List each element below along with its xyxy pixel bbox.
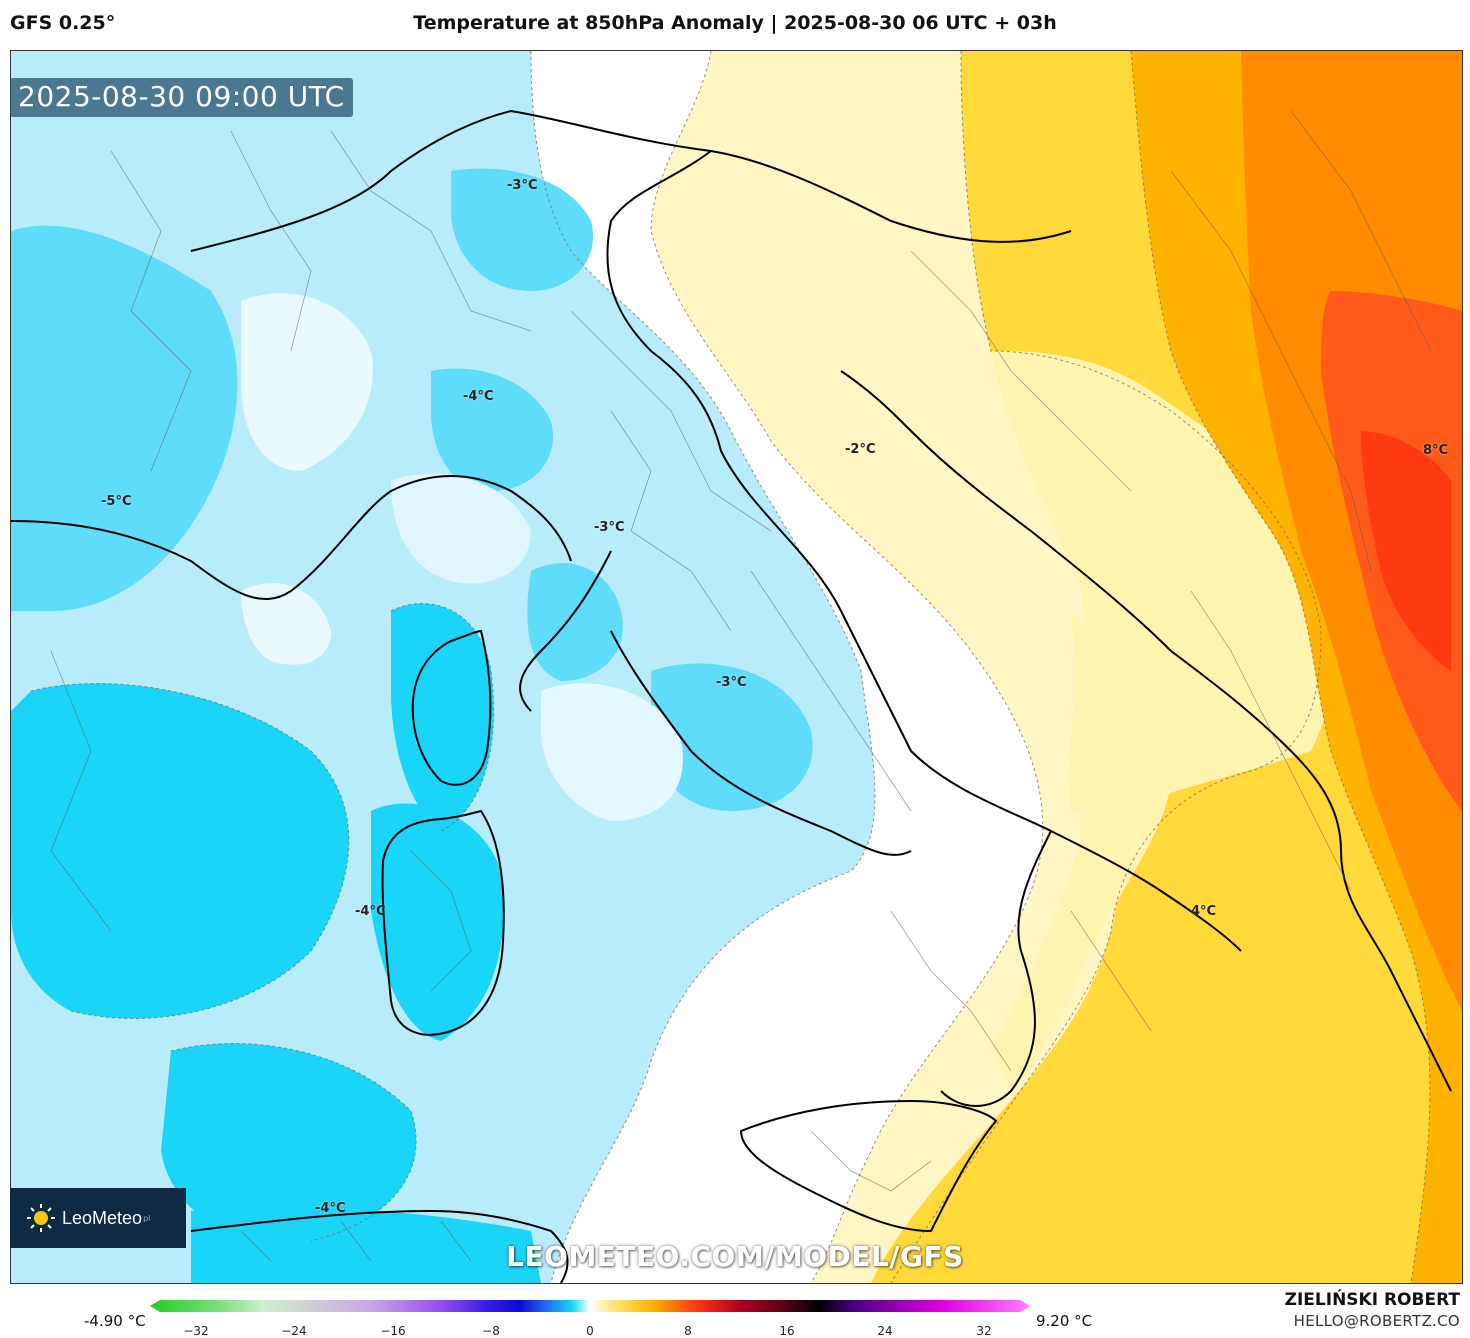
map-label: -2°C	[845, 442, 876, 457]
scale-tick: −24	[281, 1324, 307, 1338]
watermark-url: LEOMETEO.COM/MODEL/GFS	[506, 1240, 964, 1273]
scale-tick: 32	[976, 1324, 992, 1338]
scale-tick: −16	[380, 1324, 406, 1338]
color-scale-bar	[150, 1300, 1030, 1312]
map-label: -3°C	[507, 178, 538, 193]
map-area[interactable]: -3°C -4°C -5°C -3°C -2°C -3°C -4°C -4°C …	[10, 50, 1463, 1284]
logo-suffix: pl	[143, 1213, 151, 1223]
map-label: 8°C	[1423, 443, 1449, 458]
sun-icon	[27, 1204, 55, 1232]
scale-tick: 0	[586, 1324, 594, 1338]
scale-min-value: -4.90 °C	[84, 1312, 146, 1330]
chart-title: Temperature at 850hPa Anomaly | 2025-08-…	[413, 12, 1057, 34]
leometeo-logo[interactable]: LeoMeteo pl	[10, 1188, 186, 1248]
scale-tick: 8	[684, 1324, 692, 1338]
scale-tick: 24	[877, 1324, 893, 1338]
map-label: -4°C	[463, 389, 494, 404]
scale-tick: −32	[183, 1324, 209, 1338]
logo-text: LeoMeteo	[62, 1207, 143, 1228]
scale-tick: −8	[482, 1324, 500, 1338]
anomaly-field	[11, 51, 1462, 1283]
valid-time-badge: 2025-08-30 09:00 UTC	[10, 78, 353, 117]
scale-max-value: 9.20 °C	[1036, 1312, 1093, 1330]
map-label: -3°C	[594, 520, 625, 535]
map-label: -5°C	[101, 494, 132, 509]
map-label: -3°C	[716, 675, 747, 690]
map-label: 4°C	[1191, 904, 1217, 919]
model-name: GFS 0.25°	[10, 12, 116, 34]
map-label: -4°C	[315, 1201, 346, 1216]
author-name: ZIELIŃSKI ROBERT	[1284, 1290, 1460, 1310]
scale-tick: 16	[779, 1324, 795, 1338]
author-email[interactable]: HELLO@ROBERTZ.CO	[1293, 1312, 1460, 1330]
map-label: -4°C	[355, 904, 386, 919]
